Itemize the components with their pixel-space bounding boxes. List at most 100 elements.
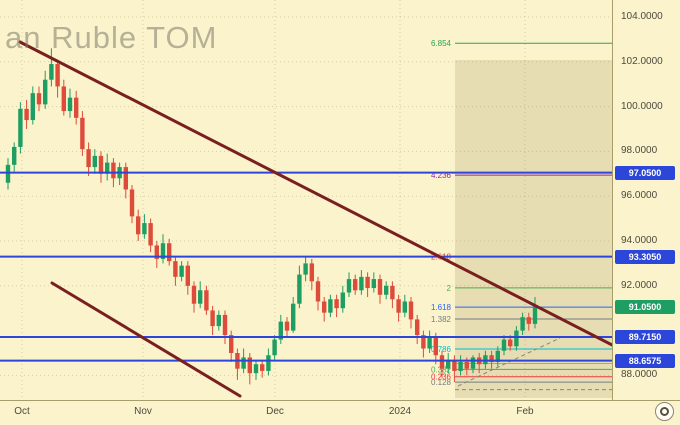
fib-label: 2: [447, 284, 452, 293]
candle: [433, 337, 438, 356]
candle: [241, 357, 246, 369]
candle: [458, 361, 463, 371]
candle: [105, 162, 110, 174]
price-tick-label: 104.0000: [621, 11, 663, 22]
price-tick-label: 94.0000: [621, 235, 658, 246]
candle: [216, 314, 221, 327]
time-tick-label: 2024: [388, 406, 412, 417]
candle: [359, 276, 364, 291]
candle: [489, 355, 494, 362]
fib-label: 1.618: [431, 303, 452, 312]
fib-label: 0.5: [440, 360, 452, 369]
time-tick-label: Nov: [134, 406, 152, 417]
candle: [421, 335, 426, 349]
level-price-badge: 97.0500: [615, 165, 675, 180]
fib-label: 0.128: [431, 378, 452, 387]
target-icon: [660, 407, 669, 416]
candle: [297, 274, 302, 304]
fib-label: 4.236: [431, 171, 452, 180]
highlight-zone[interactable]: [455, 60, 612, 398]
candle: [36, 93, 42, 105]
fib-label: 6.854: [431, 39, 452, 48]
fib-label: 0.236: [431, 373, 452, 382]
candle: [185, 265, 190, 286]
candle: [18, 108, 23, 147]
price-tick-label: 98.0000: [621, 145, 658, 157]
candle: [315, 281, 321, 302]
candle: [377, 279, 383, 295]
candle: [98, 155, 104, 174]
candle: [12, 146, 17, 165]
candle: [353, 279, 358, 291]
candle: [24, 108, 29, 121]
price-axis[interactable]: 104.0000 102.0000 100.0000 98.0000 96.0000 94…: [612, 0, 680, 400]
candle: [229, 335, 234, 353]
price-tick-label: 96.0000: [621, 190, 658, 202]
candle: [291, 303, 296, 331]
candle: [384, 285, 389, 295]
fib-label: 0.382: [431, 365, 452, 374]
candle: [154, 245, 159, 259]
current-price-badge: 91.0500: [615, 300, 675, 315]
fib-baseline-dashed[interactable]: [457, 337, 561, 387]
price-tick-label: 102.0000: [621, 55, 663, 67]
candle: [427, 337, 432, 349]
candle: [55, 64, 60, 87]
candle: [446, 359, 451, 369]
candle: [43, 79, 48, 105]
candle: [322, 301, 327, 313]
candle: [278, 321, 283, 340]
candle: [508, 339, 513, 347]
candle: [520, 317, 525, 331]
candle: [5, 164, 11, 183]
fib-label: 1.382: [431, 315, 452, 324]
candle: [123, 167, 128, 190]
candle: [464, 361, 469, 369]
level-price-badge: 88.6575: [615, 353, 675, 368]
time-axis[interactable]: Oct Nov Dec 2024 Feb: [0, 400, 680, 425]
candle: [365, 276, 370, 289]
candle: [402, 301, 407, 313]
candle: [284, 321, 290, 331]
candle: [148, 223, 153, 246]
time-tick-label: Oct: [14, 406, 30, 417]
candle: [495, 350, 500, 362]
level-price-badge: 89.7150: [615, 329, 675, 344]
candle: [303, 263, 308, 275]
candle: [260, 364, 265, 371]
candle: [396, 299, 401, 313]
candle: [334, 299, 339, 309]
candle: [179, 265, 184, 277]
candle: [340, 292, 345, 309]
candle: [514, 330, 519, 347]
candle: [49, 64, 54, 80]
candle: [408, 301, 414, 320]
candle: [173, 261, 178, 277]
candle: [160, 243, 166, 259]
candle: [204, 290, 209, 311]
price-chart-canvas[interactable]: 6.8544.2362.61821.6181.3820.7860.50.3820…: [0, 0, 612, 400]
trend-line[interactable]: [50, 281, 242, 398]
candle: [266, 355, 271, 371]
candle: [346, 279, 352, 293]
candle: [272, 339, 277, 356]
price-tick-label: 92.0000: [621, 279, 658, 291]
candle: [371, 279, 376, 289]
trend-line[interactable]: [18, 40, 612, 350]
candle: [309, 263, 314, 282]
candle: [129, 189, 135, 217]
time-tick-label: Feb: [516, 406, 534, 417]
bottom-right-action-button[interactable]: [655, 402, 674, 421]
candle: [415, 319, 420, 336]
candle: [142, 223, 147, 235]
candle: [452, 359, 457, 371]
time-tick-label: Dec: [266, 406, 284, 417]
candle: [470, 357, 476, 369]
candle: [61, 86, 66, 112]
candle: [67, 97, 73, 112]
candle: [439, 355, 445, 369]
candle: [390, 285, 395, 300]
candle: [80, 117, 85, 150]
candle: [74, 97, 79, 118]
